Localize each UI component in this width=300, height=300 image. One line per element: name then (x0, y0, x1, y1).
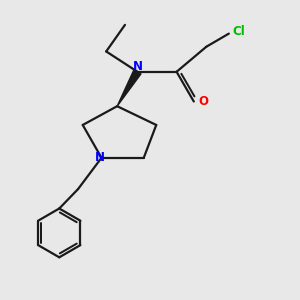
Text: Cl: Cl (233, 25, 245, 38)
Text: N: N (133, 60, 142, 73)
Text: O: O (198, 95, 208, 108)
Text: N: N (95, 151, 105, 164)
Polygon shape (117, 70, 141, 106)
